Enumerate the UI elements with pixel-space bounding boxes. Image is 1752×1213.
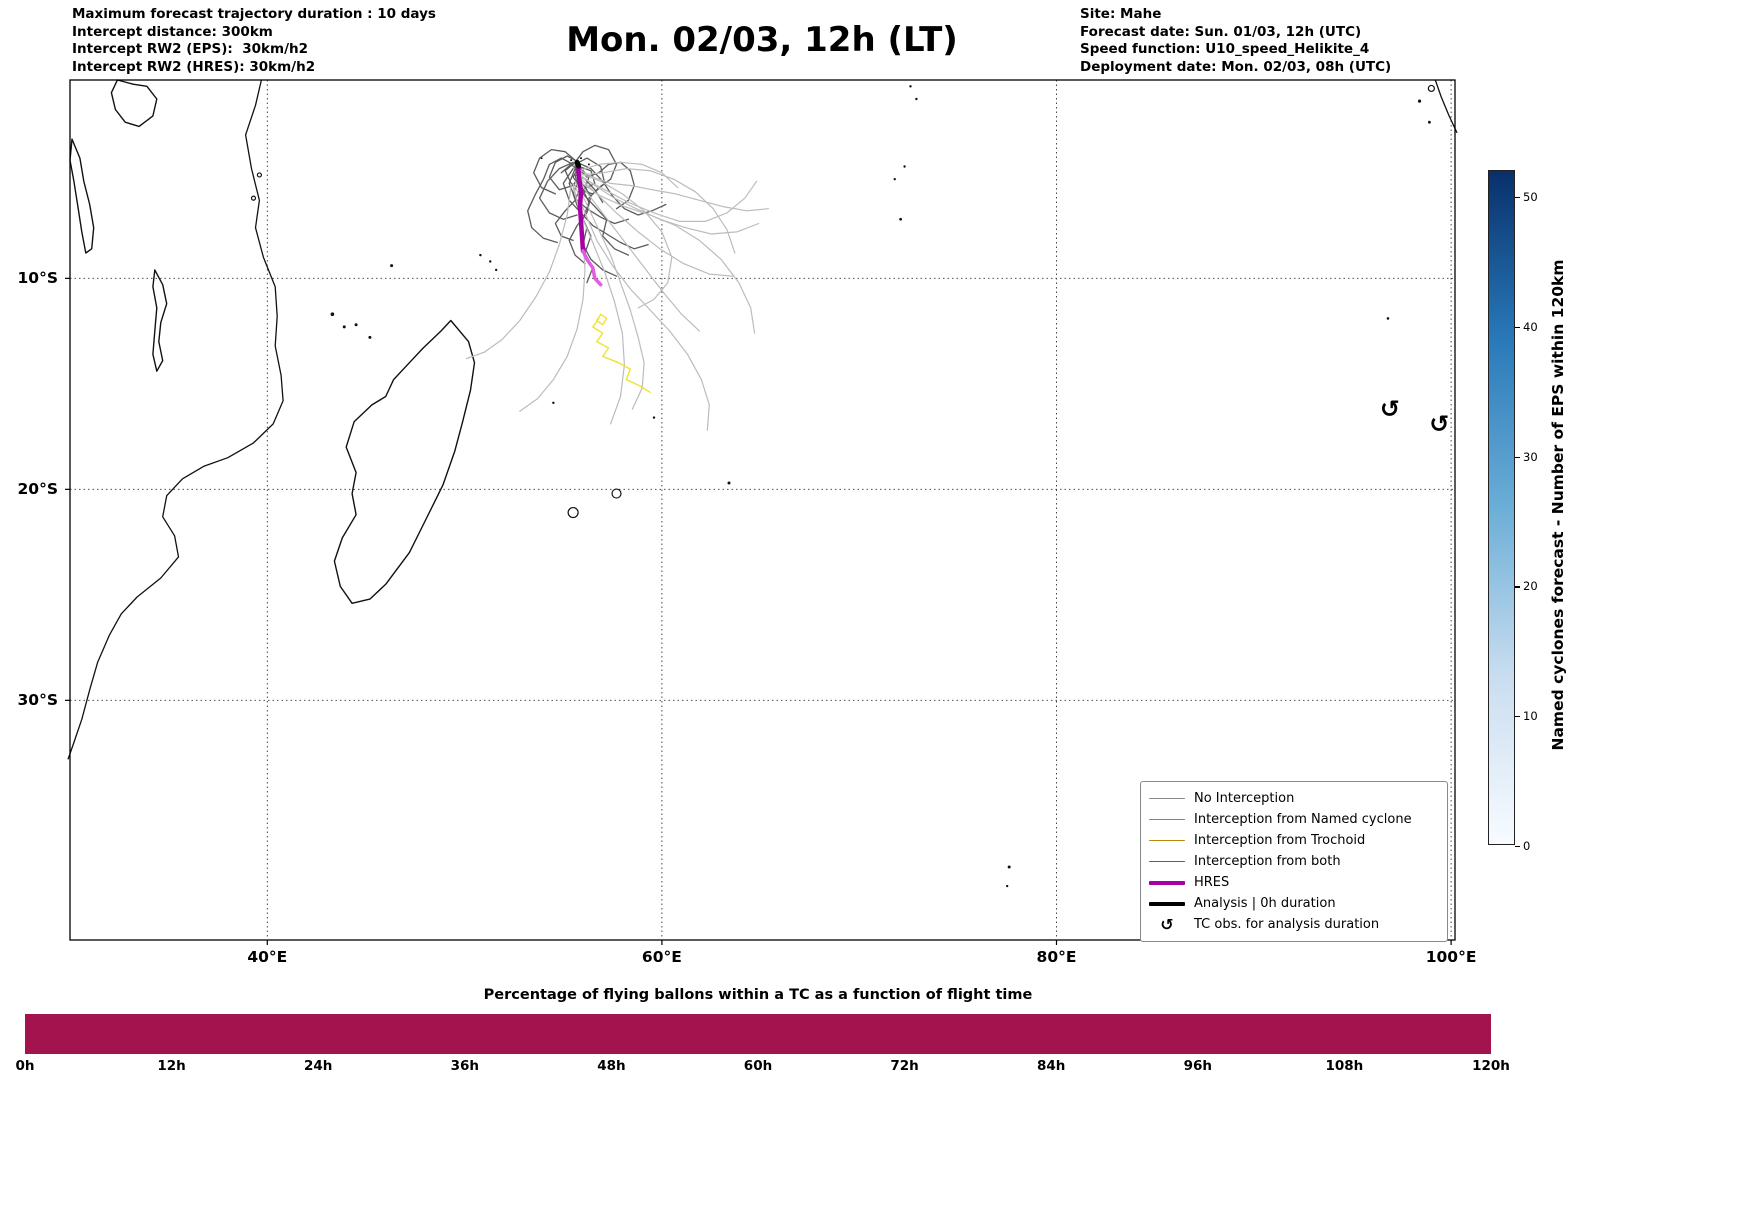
trajectories — [466, 144, 769, 431]
legend-item: HRES — [1149, 872, 1439, 893]
map-frame — [65, 79, 1456, 945]
legend-item: Interception from Named cyclone — [1149, 809, 1439, 830]
colorbar-tick-mark — [1515, 326, 1520, 329]
legend-item: Interception from both — [1149, 851, 1439, 872]
colorbar-tick-label: 10 — [1523, 709, 1538, 724]
colorbar-tick-mark — [1515, 456, 1520, 458]
legend-item: ↺ TC obs. for analysis duration — [1149, 914, 1439, 935]
header-right-line-3: Speed function: U10_speed_Helikite_4 — [1080, 41, 1370, 57]
colorbar-tick-mark — [1515, 196, 1520, 199]
header-right-line-1: Site: Mahe — [1080, 6, 1162, 22]
header-left: Maximum forecast trajectory duration : 1… — [72, 6, 436, 76]
legend-item-label: Interception from both — [1194, 854, 1341, 869]
legend-line-sample — [1149, 818, 1185, 821]
colorbar-tick-label: 50 — [1523, 189, 1538, 204]
map-legend: No Interception Interception from Named c… — [1140, 781, 1448, 942]
legend-line — [1149, 880, 1185, 885]
header-left-line-1: Maximum forecast trajectory duration : 1… — [72, 6, 436, 22]
colorbar-tick-mark — [1515, 716, 1520, 718]
colorbar-tick-label: 20 — [1523, 579, 1538, 594]
header-left-line-2: Intercept distance: 300km — [72, 23, 273, 40]
tc-obs-symbols: ↺↺ — [1380, 395, 1449, 438]
legend-item: No Interception — [1149, 788, 1439, 809]
header-left-line-4: Intercept RW2 (HRES): 30km/h2 — [72, 58, 316, 75]
legend-item-label: HRES — [1194, 875, 1230, 890]
tc-obs-icon: ↺ — [1380, 395, 1400, 423]
legend-line-sample — [1149, 880, 1185, 885]
legend-item: Interception from Trochoid — [1149, 830, 1439, 851]
legend-line — [1149, 839, 1185, 842]
legend-line — [1149, 901, 1185, 906]
colorbar-tick-label: 40 — [1523, 319, 1538, 334]
coastlines — [67, 79, 1458, 888]
legend-line-sample — [1149, 860, 1185, 863]
colorbar-tick-mark — [1515, 586, 1520, 588]
header-right-line-2: Forecast date: Sun. 01/03, 12h (UTC) — [1080, 23, 1362, 40]
header-right-line-4: Deployment date: Mon. 02/03, 08h (UTC) — [1080, 58, 1392, 75]
legend-item: Analysis | 0h duration — [1149, 893, 1439, 914]
colorbar: 0 10 20 30 40 50 — [1488, 170, 1538, 853]
bottom-chart-title: Percentage of flying ballons within a TC… — [483, 987, 1033, 1003]
colorbar-gradient — [1489, 171, 1514, 844]
tc-obs-icon: ↺ — [1429, 410, 1449, 438]
bottom-chart-bar — [25, 1014, 1491, 1054]
legend-item-label: Interception from Named cyclone — [1194, 812, 1412, 827]
legend-item-label: TC obs. for analysis duration — [1194, 917, 1380, 932]
header-right: Site: Mahe Forecast date: Sun. 01/03, 12… — [1080, 6, 1391, 76]
legend-line-sample — [1149, 839, 1185, 842]
legend-item-label: Interception from Trochoid — [1194, 833, 1366, 848]
figure-title: Mon. 02/03, 12h (LT) — [566, 20, 958, 60]
legend-item-label: No Interception — [1194, 791, 1295, 806]
colorbar-tick-label: 0 — [1523, 839, 1531, 853]
header-left-line-3: Intercept RW2 (EPS): 30km/h2 — [72, 41, 308, 57]
colorbar-tick-label: 30 — [1523, 449, 1538, 464]
gridlines — [70, 80, 1455, 940]
legend-item-label: Analysis | 0h duration — [1194, 896, 1336, 911]
legend-line — [1149, 818, 1185, 821]
legend-line — [1149, 797, 1185, 800]
tc-obs-icon: ↺ — [1160, 915, 1174, 934]
legend-line-sample — [1149, 797, 1185, 800]
legend-line-sample — [1149, 901, 1185, 906]
legend-line — [1149, 860, 1185, 863]
colorbar-tick-mark — [1515, 846, 1520, 848]
colorbar-label: Named cyclones forecast - Number of EPS … — [1549, 259, 1567, 751]
